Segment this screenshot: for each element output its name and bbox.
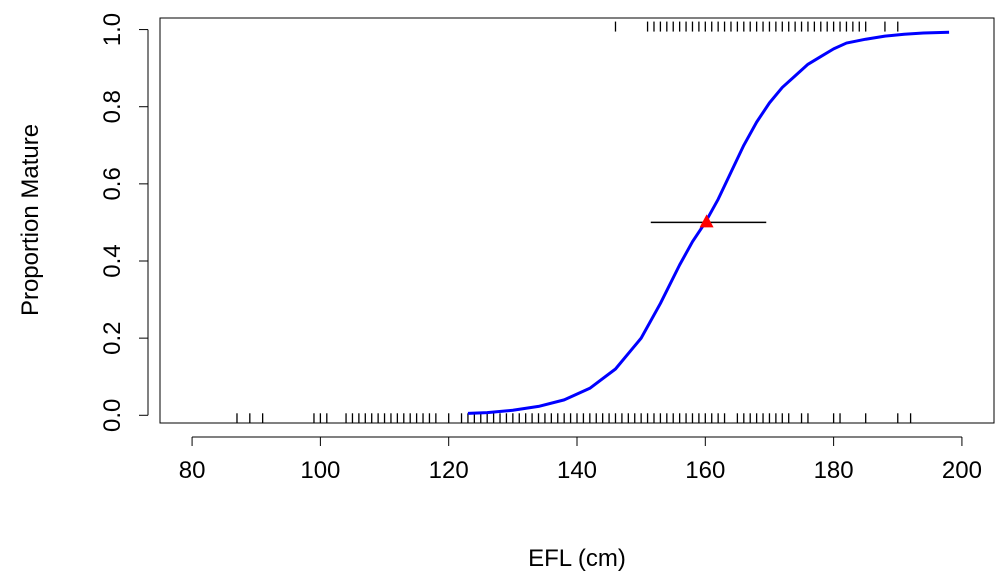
l50-layer [650, 214, 767, 228]
x-tick-label: 200 [942, 457, 982, 484]
rug-mature [614, 21, 899, 32]
x-tick-label: 120 [429, 457, 469, 484]
maturity-curve [467, 30, 950, 415]
y-tick-label: 0.4 [99, 244, 126, 277]
y-tick-label: 0.8 [99, 90, 126, 123]
l50-triangle-marker [699, 214, 714, 228]
y-axis-label: Proportion Mature [17, 124, 44, 316]
x-tick-label: 80 [179, 457, 206, 484]
x-tick-label: 160 [685, 457, 725, 484]
y-tick-label: 0.6 [99, 167, 126, 200]
plot-frame [159, 17, 995, 424]
x-tick-label: 180 [814, 457, 854, 484]
x-axis-label: EFL (cm) [528, 545, 626, 572]
x-tick-label: 140 [557, 457, 597, 484]
y-tick-label: 1.0 [99, 13, 126, 46]
y-tick-label: 0.0 [99, 399, 126, 432]
rug-immature [236, 413, 912, 424]
curve-layer [467, 30, 950, 415]
x-tick-label: 100 [300, 457, 340, 484]
y-tick-label: 0.2 [99, 321, 126, 354]
y-axis: 0.0 0.2 0.4 0.6 0.8 1.0 [99, 13, 149, 432]
x-axis: 80 100 120 140 160 180 200 [179, 436, 982, 484]
